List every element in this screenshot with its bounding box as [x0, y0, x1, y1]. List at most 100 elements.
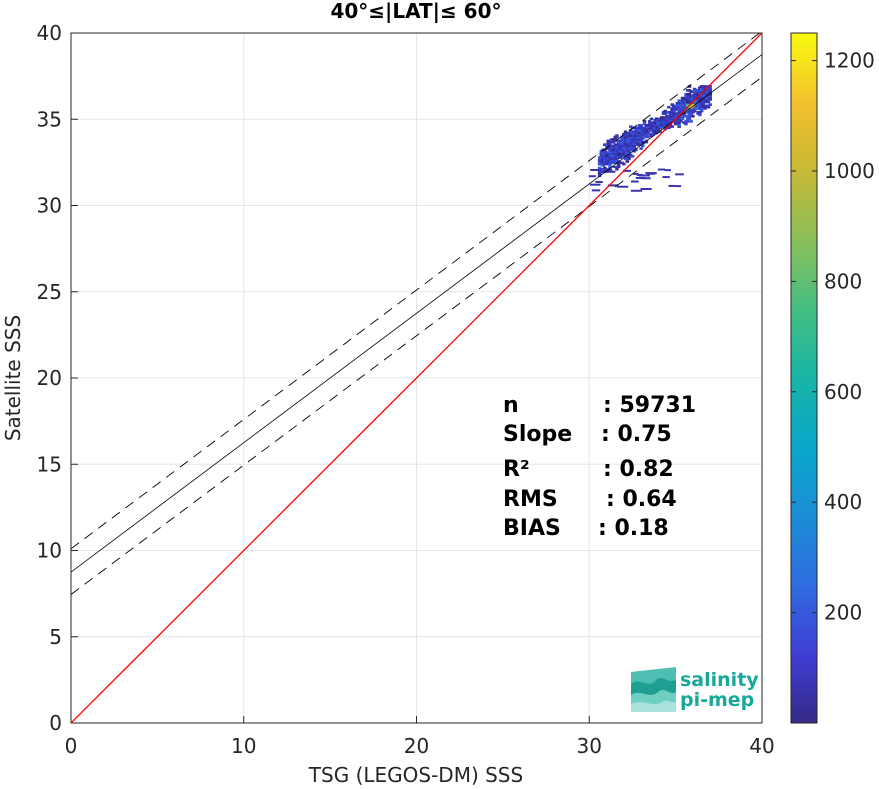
density-cell: [684, 114, 688, 118]
density-cell: [639, 123, 643, 127]
y-tick-label: 15: [37, 452, 62, 476]
wave-logo-icon: [631, 667, 676, 712]
x-tick-labels: 0 10 20 30 40: [65, 734, 775, 758]
chart-title: 40°≤|LAT|≤ 60°: [330, 0, 501, 23]
density-cell: [687, 117, 692, 121]
density-cell: [635, 176, 646, 179]
colorbar-tick-label: 400: [824, 490, 862, 514]
upper-bound-line: [71, 33, 761, 550]
density-cell: [672, 104, 676, 108]
density-cell: [684, 122, 688, 126]
y-tick-label: 0: [49, 711, 62, 735]
y-tick-label: 10: [37, 539, 62, 563]
y-tick-label: 40: [37, 21, 62, 45]
density-core-cell: [692, 100, 697, 104]
colorbar-tick-labels: 200 400 600 800 1000 1200: [791, 49, 875, 625]
density-core-cell: [684, 108, 689, 112]
stat-value-slope: : 0.75: [601, 422, 672, 447]
x-tick-label: 10: [231, 734, 256, 758]
density-cell: [595, 181, 603, 184]
stat-value-bias: : 0.18: [598, 516, 669, 541]
colorbar-tick-label: 200: [824, 601, 862, 625]
density-cell: [590, 168, 601, 171]
density-cell: [588, 175, 596, 178]
density-cell: [634, 148, 638, 152]
density-cell: [666, 126, 671, 130]
density-cell: [706, 100, 711, 104]
density-cell: [616, 164, 621, 167]
density-cell: [638, 174, 650, 177]
x-axis-label: TSG (LEGOS-DM) SSS: [308, 763, 523, 787]
density-cell: [689, 90, 693, 93]
x-tick-label: 0: [65, 734, 78, 758]
one-to-one-line: [71, 33, 762, 723]
density-cell: [708, 85, 712, 88]
plot-frame: [70, 32, 763, 724]
density-core-cell: [694, 107, 699, 111]
density-cell: [625, 160, 630, 163]
lower-bound-line: [71, 76, 762, 595]
density-cell: [708, 87, 712, 91]
logo-text-salinity: salinity: [680, 669, 759, 691]
density-cell: [616, 185, 629, 188]
density-cell: [606, 139, 611, 143]
x-tick-label: 40: [749, 734, 774, 758]
density-cell: [634, 130, 638, 134]
density-core-cell: [680, 103, 685, 107]
density-cell: [658, 130, 662, 134]
colorbar-tick-label: 800: [824, 269, 862, 293]
density-cell: [677, 99, 681, 103]
density-cloud: [588, 85, 712, 192]
density-cell: [627, 131, 631, 135]
stat-label-bias: BIAS: [503, 516, 561, 541]
density-cell: [589, 183, 601, 186]
stat-label-r2: R²: [503, 457, 530, 482]
stats-box: n : 59731 Slope : 0.75 R² : 0.82 RMS : 0…: [503, 393, 696, 541]
x-tick-label: 30: [577, 734, 602, 758]
density-cell: [611, 184, 619, 187]
colorbar: 200 400 600 800 1000 1200: [790, 32, 875, 724]
density-cell: [608, 143, 612, 146]
density-cell: [661, 116, 666, 119]
y-tick-label: 35: [37, 107, 62, 131]
density-cell: [641, 144, 645, 148]
density-cell: [615, 167, 619, 171]
colorbar-tick-label: 600: [824, 380, 862, 404]
density-cell: [599, 167, 604, 171]
density-cell: [689, 120, 693, 123]
density-cell: [603, 166, 607, 170]
density-cell: [603, 148, 607, 152]
density-cell: [692, 109, 697, 113]
y-tick-label: 5: [49, 625, 62, 649]
density-cell: [623, 157, 628, 161]
stat-label-slope: Slope: [503, 422, 572, 447]
density-cell: [641, 177, 651, 180]
grid-lines: [70, 32, 763, 724]
density-cell: [668, 184, 676, 187]
density-cell: [623, 169, 631, 172]
density-cell: [622, 162, 626, 166]
salinity-pi-mep-logo: salinity pi-mep: [631, 667, 759, 712]
density-cell: [630, 180, 639, 183]
regression-lines: [71, 33, 762, 723]
y-axis-label: Satellite SSS: [1, 315, 25, 441]
stat-label-n: n: [503, 393, 519, 418]
density-cell: [662, 176, 670, 179]
colorbar-gradient: [790, 32, 818, 724]
density-cell: [642, 120, 647, 123]
y-tick-label: 30: [37, 194, 62, 218]
colorbar-tick-label: 1200: [824, 49, 875, 73]
regression-line: [71, 54, 762, 573]
density-cell: [615, 139, 619, 143]
density-cell: [640, 188, 652, 191]
density-cell: [630, 155, 635, 158]
density-cell: [687, 85, 692, 88]
density-cell: [632, 172, 639, 175]
stat-value-r2: : 0.82: [603, 457, 674, 482]
x-tick-label: 20: [404, 734, 429, 758]
density-cell: [599, 170, 604, 174]
density-cell: [623, 130, 628, 134]
y-tick-label: 20: [37, 366, 62, 390]
density-core-cell: [691, 103, 696, 107]
